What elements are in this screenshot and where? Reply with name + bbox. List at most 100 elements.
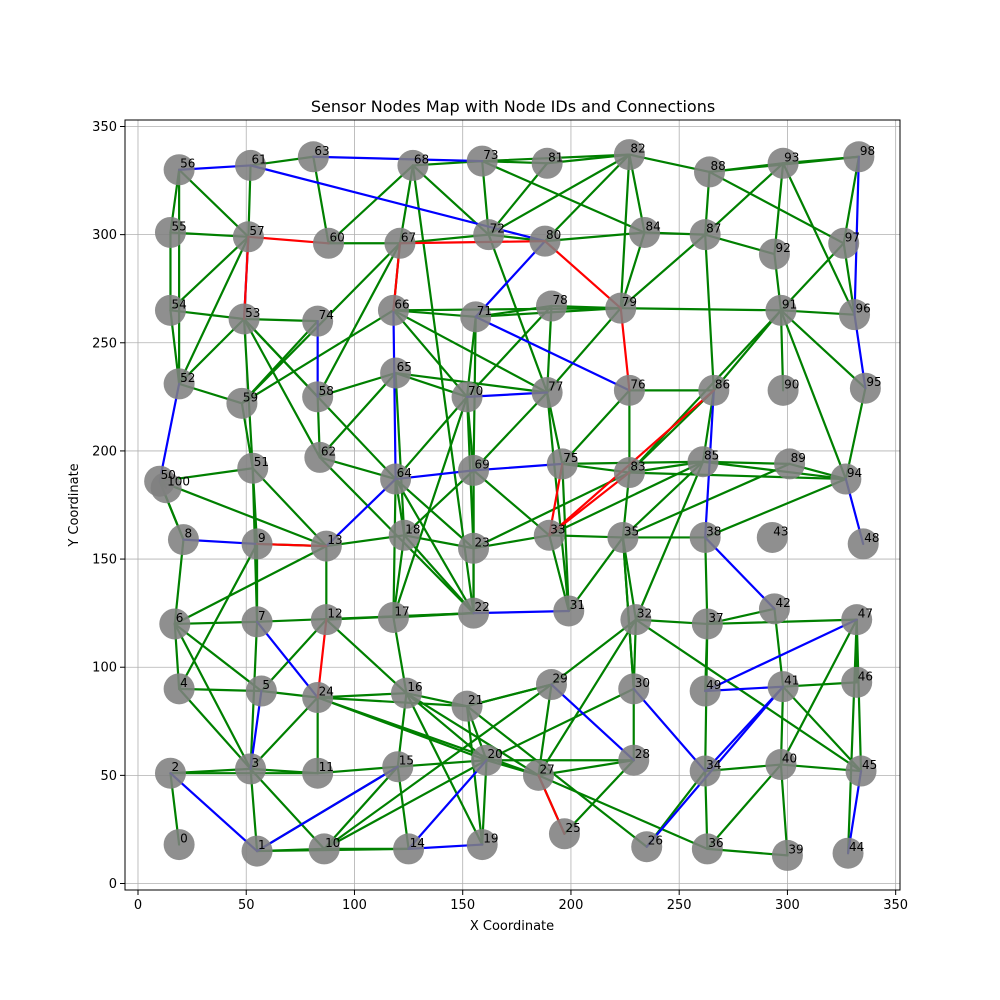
- node-id-label: 70: [468, 384, 483, 398]
- x-tick-label: 50: [238, 898, 255, 913]
- node-id-label: 46: [858, 669, 873, 683]
- node-id-label: 33: [550, 522, 565, 536]
- node-id-label: 83: [630, 460, 645, 474]
- sensor-node-12: [310, 604, 342, 636]
- node-id-label: 45: [862, 758, 877, 772]
- node-id-label: 84: [646, 219, 661, 233]
- connection-line-72-77: [487, 233, 549, 394]
- sensor-node-16: [390, 677, 422, 709]
- x-tick-label: 250: [667, 898, 692, 913]
- connection-line-16-27: [405, 692, 540, 777]
- sensor-node-14: [393, 833, 425, 865]
- connection-line-53-62: [242, 317, 321, 459]
- node-id-label: 62: [321, 444, 336, 458]
- sensor-node-85: [687, 446, 719, 478]
- node-id-label: 24: [319, 685, 334, 699]
- sensor-node-71: [460, 301, 492, 333]
- node-id-label: 100: [167, 475, 190, 489]
- connection-line-41-45: [782, 685, 863, 773]
- connection-line-67-80: [398, 240, 547, 245]
- connection-line-50-52: [158, 382, 181, 483]
- sensor-node-7: [241, 606, 273, 638]
- node-id-label: 52: [180, 371, 195, 385]
- axis-ticks: 0 50 100 150 200 250 300 3500501001502002503003…: [92, 120, 908, 913]
- sensor-node-36: [691, 833, 723, 865]
- node-id-label: 55: [171, 219, 186, 233]
- connection-line-69-77: [472, 391, 549, 472]
- sensor-node-41: [767, 671, 799, 703]
- connection-line-10-29: [323, 683, 553, 851]
- connection-line-77-79: [546, 307, 622, 394]
- sensor-node-17: [377, 601, 409, 633]
- connection-line-86-87: [704, 233, 715, 392]
- sensor-node-82: [613, 139, 645, 171]
- node-id-label: 48: [864, 531, 879, 545]
- y-tick-label: 200: [92, 444, 117, 459]
- connection-line-31-75: [561, 462, 570, 613]
- node-id-label: 58: [319, 384, 334, 398]
- connection-line-29-28: [550, 683, 635, 762]
- chart-title: Sensor Nodes Map with Node IDs and Conne…: [311, 97, 715, 116]
- connection-line-3-4: [178, 687, 252, 770]
- connection-line-80-84: [543, 231, 646, 243]
- y-tick-label: 100: [92, 661, 117, 676]
- node-id-label: 85: [704, 449, 719, 463]
- connection-line-15-1: [255, 765, 399, 853]
- node-id-label: 60: [329, 230, 344, 244]
- connection-line-52-57: [178, 235, 250, 385]
- x-tick-label: 150: [450, 898, 475, 913]
- sensor-node-5: [245, 675, 277, 707]
- sensor-node-30: [618, 673, 650, 705]
- sensor-nodes: [144, 139, 881, 871]
- node-id-label: 6: [176, 611, 184, 625]
- connection-line-86-91: [712, 309, 783, 392]
- sensor-node-19: [466, 829, 498, 861]
- node-id-label: 90: [784, 377, 799, 391]
- node-id-label: 44: [849, 840, 864, 854]
- sensor-node-94: [830, 463, 862, 495]
- connection-line-18-69: [403, 469, 475, 537]
- connection-line-36-40: [706, 763, 783, 851]
- sensor-node-15: [382, 751, 414, 783]
- connection-line-66-77: [392, 309, 549, 394]
- connection-line-13-64: [325, 477, 397, 548]
- sensor-node-52: [163, 368, 195, 400]
- node-id-label: 86: [715, 377, 730, 391]
- sensor-node-2: [154, 757, 186, 789]
- connection-line-27-32: [537, 618, 637, 777]
- sensor-node-45: [845, 755, 877, 787]
- sensor-node-37: [691, 608, 723, 640]
- connection-line-2-1: [169, 772, 259, 853]
- node-id-label: 29: [552, 672, 567, 686]
- sensor-node-27: [522, 759, 554, 791]
- connection-line-93-96: [782, 162, 856, 316]
- plot-frame: [124, 119, 901, 891]
- x-axis-label: X Coordinate: [470, 919, 554, 934]
- sensor-node-70: [451, 381, 483, 413]
- sensor-node-75: [546, 448, 578, 480]
- connection-line-75-76: [561, 389, 631, 466]
- sensor-node-87: [689, 219, 721, 251]
- sensor-node-33: [533, 519, 565, 551]
- node-id-label: 59: [243, 390, 258, 404]
- node-id-label: 20: [488, 747, 503, 761]
- node-id-label: 18: [405, 522, 420, 536]
- sensor-node-43: [756, 521, 788, 553]
- node-id-label: 37: [708, 611, 723, 625]
- sensor-node-63: [297, 141, 329, 173]
- sensor-node-91: [765, 294, 797, 326]
- sensor-node-56: [163, 154, 195, 186]
- sensor-node-38: [689, 521, 721, 553]
- connection-line-16-19: [405, 692, 484, 846]
- node-id-label: 15: [399, 754, 414, 768]
- sensor-node-60: [312, 227, 344, 259]
- node-id-label: 69: [475, 457, 490, 471]
- node-id-label: 97: [845, 230, 860, 244]
- sensor-node-48: [847, 528, 879, 560]
- sensor-node-84: [629, 216, 661, 248]
- x-tick-label: 200: [559, 898, 584, 913]
- node-id-label: 9: [258, 531, 266, 545]
- connection-line-25-28: [563, 759, 635, 835]
- connection-line-63-73: [312, 155, 484, 163]
- node-id-label: 96: [856, 302, 871, 316]
